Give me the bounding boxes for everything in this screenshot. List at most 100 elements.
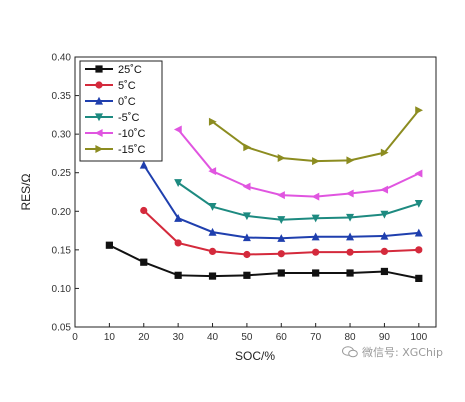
y-tick-label: 0.20 — [52, 207, 72, 218]
data-point — [311, 232, 320, 241]
legend-marker — [95, 81, 103, 89]
y-tick-label: 0.15 — [52, 245, 72, 256]
y-tick-label: 0.40 — [52, 53, 72, 64]
y-axis: 0.05 0.10 0.15 0.20 0.25 0.30 0.35 0.40 — [52, 53, 79, 334]
series-line — [177, 181, 420, 221]
data-point — [174, 214, 183, 222]
data-point — [277, 250, 285, 258]
x-tick-label: 20 — [138, 332, 150, 343]
data-point — [311, 192, 320, 201]
x-axis: 0 10 20 30 40 50 60 70 80 90 100 — [72, 323, 428, 343]
data-point — [208, 272, 217, 280]
plot-frame — [74, 56, 437, 328]
wechat-icon — [342, 346, 358, 358]
series-line — [211, 109, 420, 163]
data-point — [346, 232, 355, 241]
data-point — [174, 239, 182, 247]
legend-label: -10˚C — [118, 128, 146, 140]
data-point — [346, 269, 354, 277]
data-point — [380, 247, 389, 255]
series-4 — [173, 125, 423, 201]
legend-marker — [94, 129, 103, 137]
legend-label: -5˚C — [118, 112, 139, 124]
data-point — [277, 269, 285, 277]
series-line — [108, 244, 420, 280]
data-point — [380, 210, 389, 219]
watermark: 微信号: XGChip — [342, 344, 443, 360]
data-point — [312, 157, 320, 166]
data-point — [346, 213, 355, 222]
x-tick-label: 80 — [344, 332, 356, 343]
data-point — [415, 274, 423, 282]
legend-marker — [95, 65, 103, 73]
data-point — [173, 125, 182, 134]
data-point — [346, 156, 355, 165]
legend: 25˚C 5˚C 0˚C -5˚C -10˚C -15˚C — [79, 60, 163, 162]
data-point — [242, 212, 251, 221]
series-1 — [140, 206, 423, 259]
data-point — [277, 191, 285, 200]
legend-label: 25˚C — [118, 64, 142, 76]
x-tick-label: 60 — [276, 332, 288, 343]
data-point — [208, 247, 217, 255]
x-tick-label: 90 — [379, 332, 391, 343]
data-point — [174, 271, 182, 279]
data-point — [380, 185, 389, 194]
data-point — [105, 241, 113, 249]
y-tick-label: 0.30 — [52, 130, 72, 141]
legend-label: 0˚C — [118, 96, 136, 108]
data-point — [312, 269, 320, 277]
legend-marker — [95, 96, 103, 105]
legend-item: 0˚C — [85, 96, 136, 108]
data-point — [243, 250, 251, 259]
x-tick-label: 10 — [104, 332, 116, 343]
data-point — [140, 258, 148, 266]
data-point — [346, 248, 354, 256]
legend-item: -10˚C — [85, 128, 146, 140]
data-point — [277, 216, 286, 224]
series-2 — [139, 160, 423, 242]
series-line — [177, 128, 420, 198]
series-3 — [174, 179, 423, 224]
watermark-text: 微信号: XGChip — [362, 346, 443, 359]
x-tick-label: 100 — [410, 332, 427, 343]
data-point — [380, 148, 389, 157]
legend-label: -15˚C — [118, 144, 146, 156]
data-point — [139, 160, 148, 169]
data-point — [380, 231, 389, 240]
series-0 — [105, 241, 423, 282]
y-tick-label: 0.35 — [52, 91, 72, 102]
data-point — [312, 248, 320, 256]
legend-box — [79, 60, 163, 162]
data-point — [243, 143, 252, 152]
data-point — [208, 203, 217, 211]
data-point — [414, 169, 423, 178]
x-tick-label: 0 — [72, 332, 78, 343]
series-5 — [208, 106, 424, 166]
data-point — [277, 234, 286, 242]
data-point — [208, 167, 217, 176]
y-axis-title: RES/Ω — [19, 173, 33, 210]
data-point — [242, 233, 251, 242]
y-tick-label: 0.10 — [52, 284, 72, 295]
legend-marker — [95, 113, 103, 122]
data-point — [208, 227, 217, 236]
data-point — [380, 267, 389, 276]
legend-item: 5˚C — [85, 80, 136, 92]
data-point — [414, 228, 423, 237]
data-point — [174, 179, 183, 187]
data-point — [345, 189, 354, 198]
data-point — [243, 271, 251, 279]
data-point — [415, 106, 424, 115]
data-point — [311, 214, 320, 223]
series-layer — [105, 106, 424, 282]
legend-item: -5˚C — [85, 112, 139, 124]
legend-marker — [95, 145, 104, 153]
data-point — [414, 199, 423, 208]
legend-item: -15˚C — [85, 144, 146, 156]
data-point — [277, 154, 286, 163]
y-tick-label: 0.25 — [52, 168, 72, 179]
x-tick-label: 40 — [207, 332, 219, 343]
legend-label: 5˚C — [118, 80, 136, 92]
